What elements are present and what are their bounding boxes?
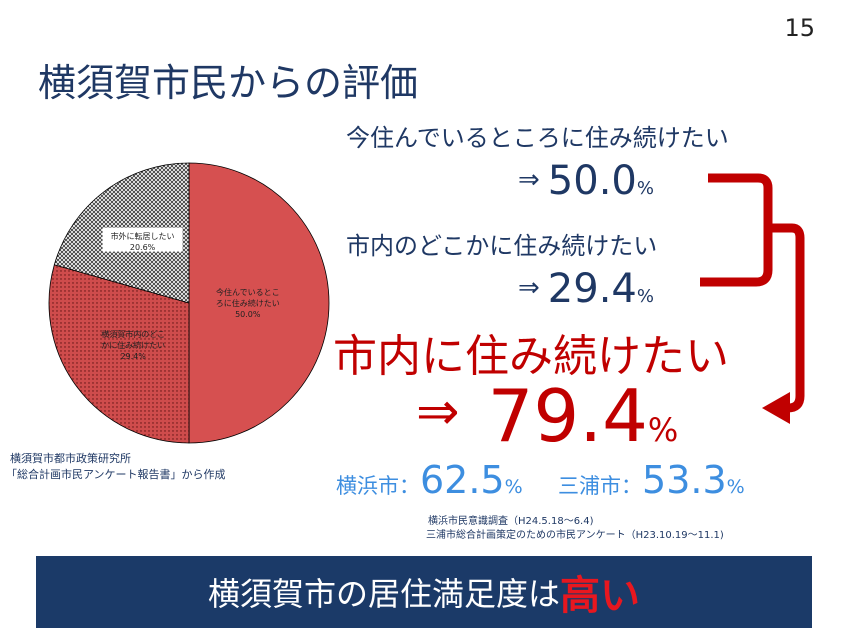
stat2-question: 市内のどこかに住み続けたい [346,232,658,260]
page-number: 15 [784,14,815,42]
stat2-arrow: ⇒ [518,273,540,303]
pie-label-2-line2: かに住み続けたい [101,340,165,350]
total-arrow: ⇒ [416,382,460,442]
stat2-unit: % [636,286,654,307]
source-note-left-line2: 「総合計画市民アンケート報告書」から作成 [6,468,226,481]
source-note-right-line2: 三浦市総合計画策定のための市民アンケート（H23.10.19～11.1) [426,530,724,541]
city1-value: 62.5 [420,458,505,502]
stat1-number: 50.0 [547,158,637,204]
banner-emphasis: 高い [560,573,640,619]
pie-label-2-line3: 29.4% [120,352,146,361]
stat2-number: 29.4 [547,266,637,312]
pie-label-1-line3: 50.0% [235,310,261,319]
total-value: ⇒ 79.4% [416,374,678,458]
total-unit: % [647,411,679,449]
city1-name: 横浜市： [336,474,420,498]
stat1-unit: % [636,178,654,199]
stat2-value: ⇒ 29.4% [518,266,654,312]
pie-label-3-bg [102,227,183,252]
pie-chart: 今住んでいるとこ ろに住み続けたい 50.0% 横須賀市内のどこ かに住み続けたい 29.… [44,158,334,448]
pie-label-1: 今住んでいるところに住み続けたい 50.0% [216,287,280,319]
total-question: 市内に住み続けたい [333,331,729,382]
pie-label-1-line2: ろに住み続けたい [216,298,280,308]
pie-label-3-line2: 20.6% [130,243,156,252]
stat1-question: 今住んでいるところに住み続けたい [346,124,729,152]
comparison-row: 横浜市：62.5% 三浦市：53.3% [336,458,745,502]
conclusion-banner: 横須賀市の居住満足度は 高い [36,556,812,628]
city1-unit: % [504,476,523,498]
stat1-arrow: ⇒ [518,165,540,195]
total-number: 79.4 [487,374,648,458]
pie-label-1-line1: 今住んでいるとこ [216,287,280,297]
city2-name: 三浦市： [558,474,643,498]
pie-label-3-line1: 市外に転居したい [111,231,175,241]
pie-label-3: 市外に転居したい 20.6% [102,227,183,252]
source-note-right-line1: 横浜市民意識調査（H24.5.18～6.4) [428,516,594,527]
stat1-value: ⇒ 50.0% [518,158,654,204]
pie-slice-1 [188,162,330,444]
source-note-left-line1: 横須賀市都市政策研究所 [10,452,131,465]
city2-unit: % [726,476,745,498]
city2-value: 53.3 [642,458,727,502]
banner-text: 横須賀市の居住満足度は [207,575,560,613]
pie-label-2-line1: 横須賀市内のどこ [101,329,165,339]
pie-slice-2 [48,264,190,444]
page-title: 横須賀市民からの評価 [38,61,419,105]
